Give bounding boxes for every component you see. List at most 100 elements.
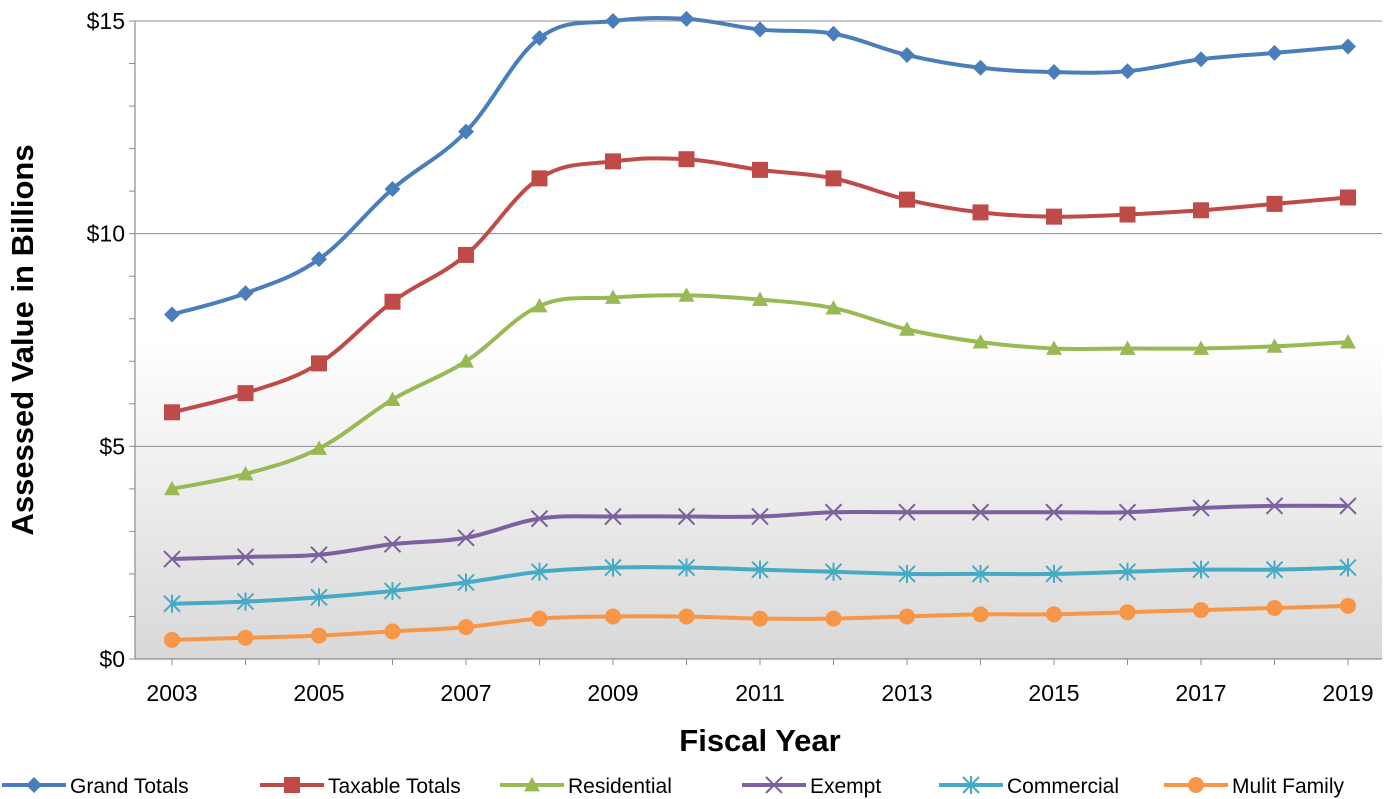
data-point [1192, 499, 1210, 517]
data-point [164, 631, 180, 648]
data-point [311, 355, 327, 372]
series-line [171, 156, 1349, 415]
series-commercial [163, 558, 1357, 613]
data-point [531, 610, 548, 627]
data-point [531, 30, 548, 47]
data-point [825, 610, 842, 627]
y-tick-label: $15 [87, 8, 125, 34]
data-point [1340, 597, 1356, 614]
x-tick-label: 2003 [146, 680, 197, 706]
data-point [458, 246, 474, 263]
series-line [171, 293, 1349, 491]
data-point [237, 385, 254, 402]
data-point [164, 404, 180, 421]
data-point [824, 503, 843, 521]
data-point [1193, 51, 1209, 68]
data-point [1193, 202, 1209, 219]
data-point [1340, 189, 1356, 206]
data-point [1046, 606, 1062, 623]
data-point [971, 564, 990, 583]
data-point [1046, 208, 1062, 225]
x-axis-tick-labels: 2003 2005 2007 2009 2011 2013 2015 2017 2019 [146, 680, 1373, 706]
legend-swatch-marker [26, 777, 42, 793]
data-point [1193, 340, 1209, 355]
data-point [899, 321, 915, 336]
data-point [751, 560, 769, 579]
data-point [972, 334, 989, 349]
data-point [384, 293, 401, 310]
x-tick-label: 2015 [1028, 680, 1079, 706]
data-point [457, 573, 475, 592]
data-point [1045, 503, 1063, 521]
data-point [237, 465, 254, 481]
data-point [1193, 602, 1209, 619]
data-point [1266, 599, 1283, 616]
data-point [678, 10, 695, 27]
data-point [1340, 38, 1356, 55]
data-point [825, 25, 842, 42]
data-point [310, 546, 328, 564]
data-point [163, 550, 181, 568]
data-point [972, 59, 989, 76]
data-point [677, 558, 696, 577]
data-point [604, 558, 622, 577]
legend-item: Mulit Family [1164, 775, 1345, 798]
data-point [1119, 63, 1136, 80]
data-point [458, 619, 474, 636]
data-point [384, 623, 401, 640]
x-tick-label: 2019 [1322, 680, 1373, 706]
series-exempt [163, 497, 1357, 568]
y-axis-title: Assessed Value in Billions [5, 144, 40, 535]
y-tick-label: $10 [87, 221, 125, 247]
data-point [164, 480, 180, 496]
data-point [164, 306, 180, 323]
legend-item: Taxable Totals [260, 775, 461, 798]
series-layer [163, 10, 1357, 648]
data-point [384, 181, 401, 198]
series-taxable-totals [164, 151, 1356, 421]
legend-label: Mulit Family [1232, 775, 1345, 798]
data-point [752, 161, 768, 178]
legend-label: Residential [568, 775, 672, 798]
data-point [678, 608, 695, 625]
data-point [1118, 562, 1137, 581]
data-point [752, 610, 768, 627]
legend-label: Exempt [810, 775, 881, 798]
data-point [605, 608, 621, 625]
data-point [824, 562, 843, 581]
data-point [1340, 334, 1356, 349]
data-point [605, 13, 621, 29]
data-point [384, 391, 401, 406]
x-tick-label: 2013 [881, 680, 932, 706]
data-point [1045, 564, 1063, 583]
data-point [1339, 558, 1357, 577]
data-point [752, 21, 768, 38]
legend-item: Commercial [939, 775, 1119, 798]
y-tick-label: $5 [99, 433, 125, 459]
legend-swatch-marker [962, 776, 980, 794]
legend: Grand Totals Taxable Totals Residential Exe… [2, 775, 1345, 798]
data-point [898, 564, 916, 583]
data-point [237, 285, 254, 302]
data-point [971, 503, 990, 521]
data-point [530, 562, 549, 581]
data-point [311, 627, 327, 644]
y-axis-tick-labels: $0 $5 $10 $15 [87, 8, 125, 672]
data-point [825, 170, 842, 187]
legend-item: Exempt [742, 775, 881, 798]
data-point [1339, 497, 1357, 515]
data-point [236, 548, 255, 566]
x-tick-label: 2011 [735, 680, 784, 706]
data-point [1118, 503, 1137, 521]
data-point [163, 594, 181, 613]
data-point [752, 291, 768, 306]
data-point [972, 606, 989, 623]
series-grand-totals [164, 10, 1356, 323]
data-point [899, 608, 915, 625]
data-point [236, 592, 255, 611]
legend-label: Taxable Totals [328, 775, 461, 798]
data-point [751, 507, 769, 526]
legend-swatch-marker [524, 777, 540, 792]
data-point [605, 153, 621, 170]
data-point [1266, 44, 1283, 61]
